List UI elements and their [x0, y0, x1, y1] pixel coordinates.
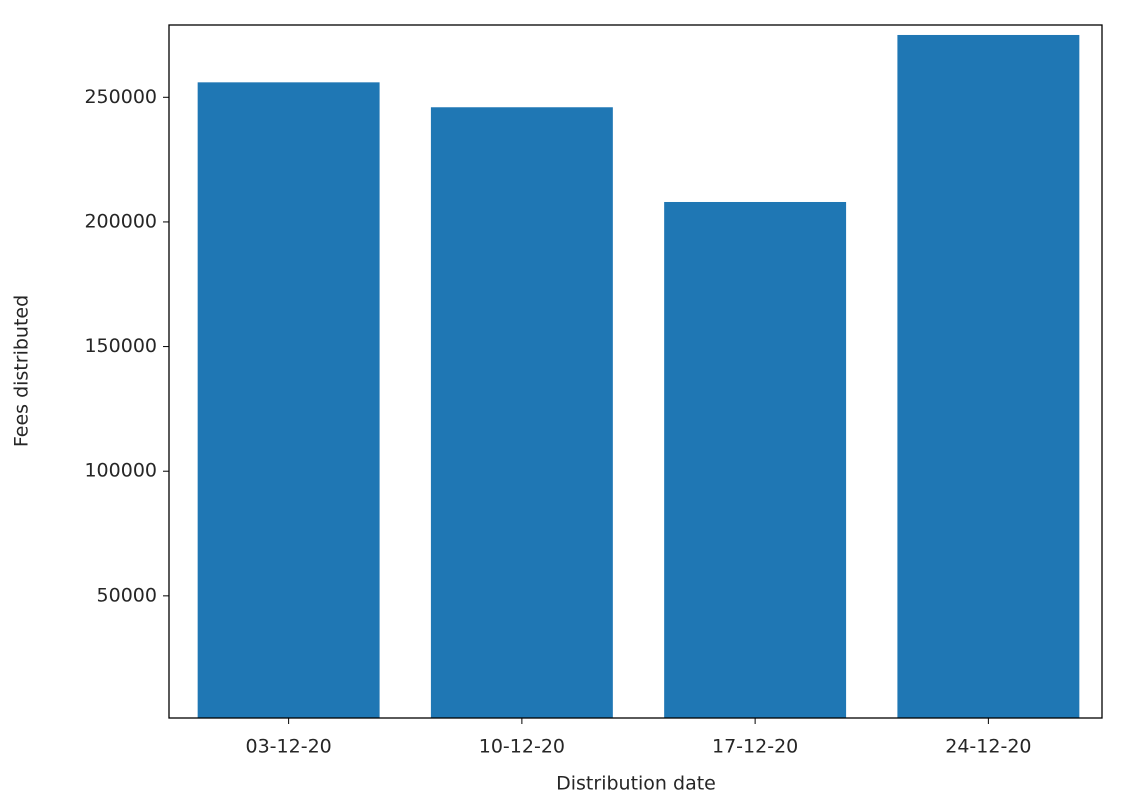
- x-tick-label: 10-12-20: [479, 736, 565, 758]
- y-tick-label: 200000: [84, 210, 157, 232]
- y-tick-label: 100000: [84, 460, 157, 482]
- bar: [897, 34, 1080, 719]
- y-tick-label: 150000: [84, 335, 157, 357]
- bar: [664, 201, 847, 719]
- x-tick-label: 03-12-20: [246, 736, 332, 758]
- x-tick-label: 24-12-20: [945, 736, 1031, 758]
- plot-frame: [168, 24, 1103, 719]
- y-tick-label: 250000: [84, 86, 157, 108]
- y-tick-label: 50000: [97, 584, 157, 606]
- y-axis-label: Fees distributed: [11, 295, 33, 447]
- bar: [197, 82, 380, 718]
- bar: [430, 107, 613, 719]
- x-axis-label: Distribution date: [556, 773, 716, 795]
- x-tick-label: 17-12-20: [712, 736, 798, 758]
